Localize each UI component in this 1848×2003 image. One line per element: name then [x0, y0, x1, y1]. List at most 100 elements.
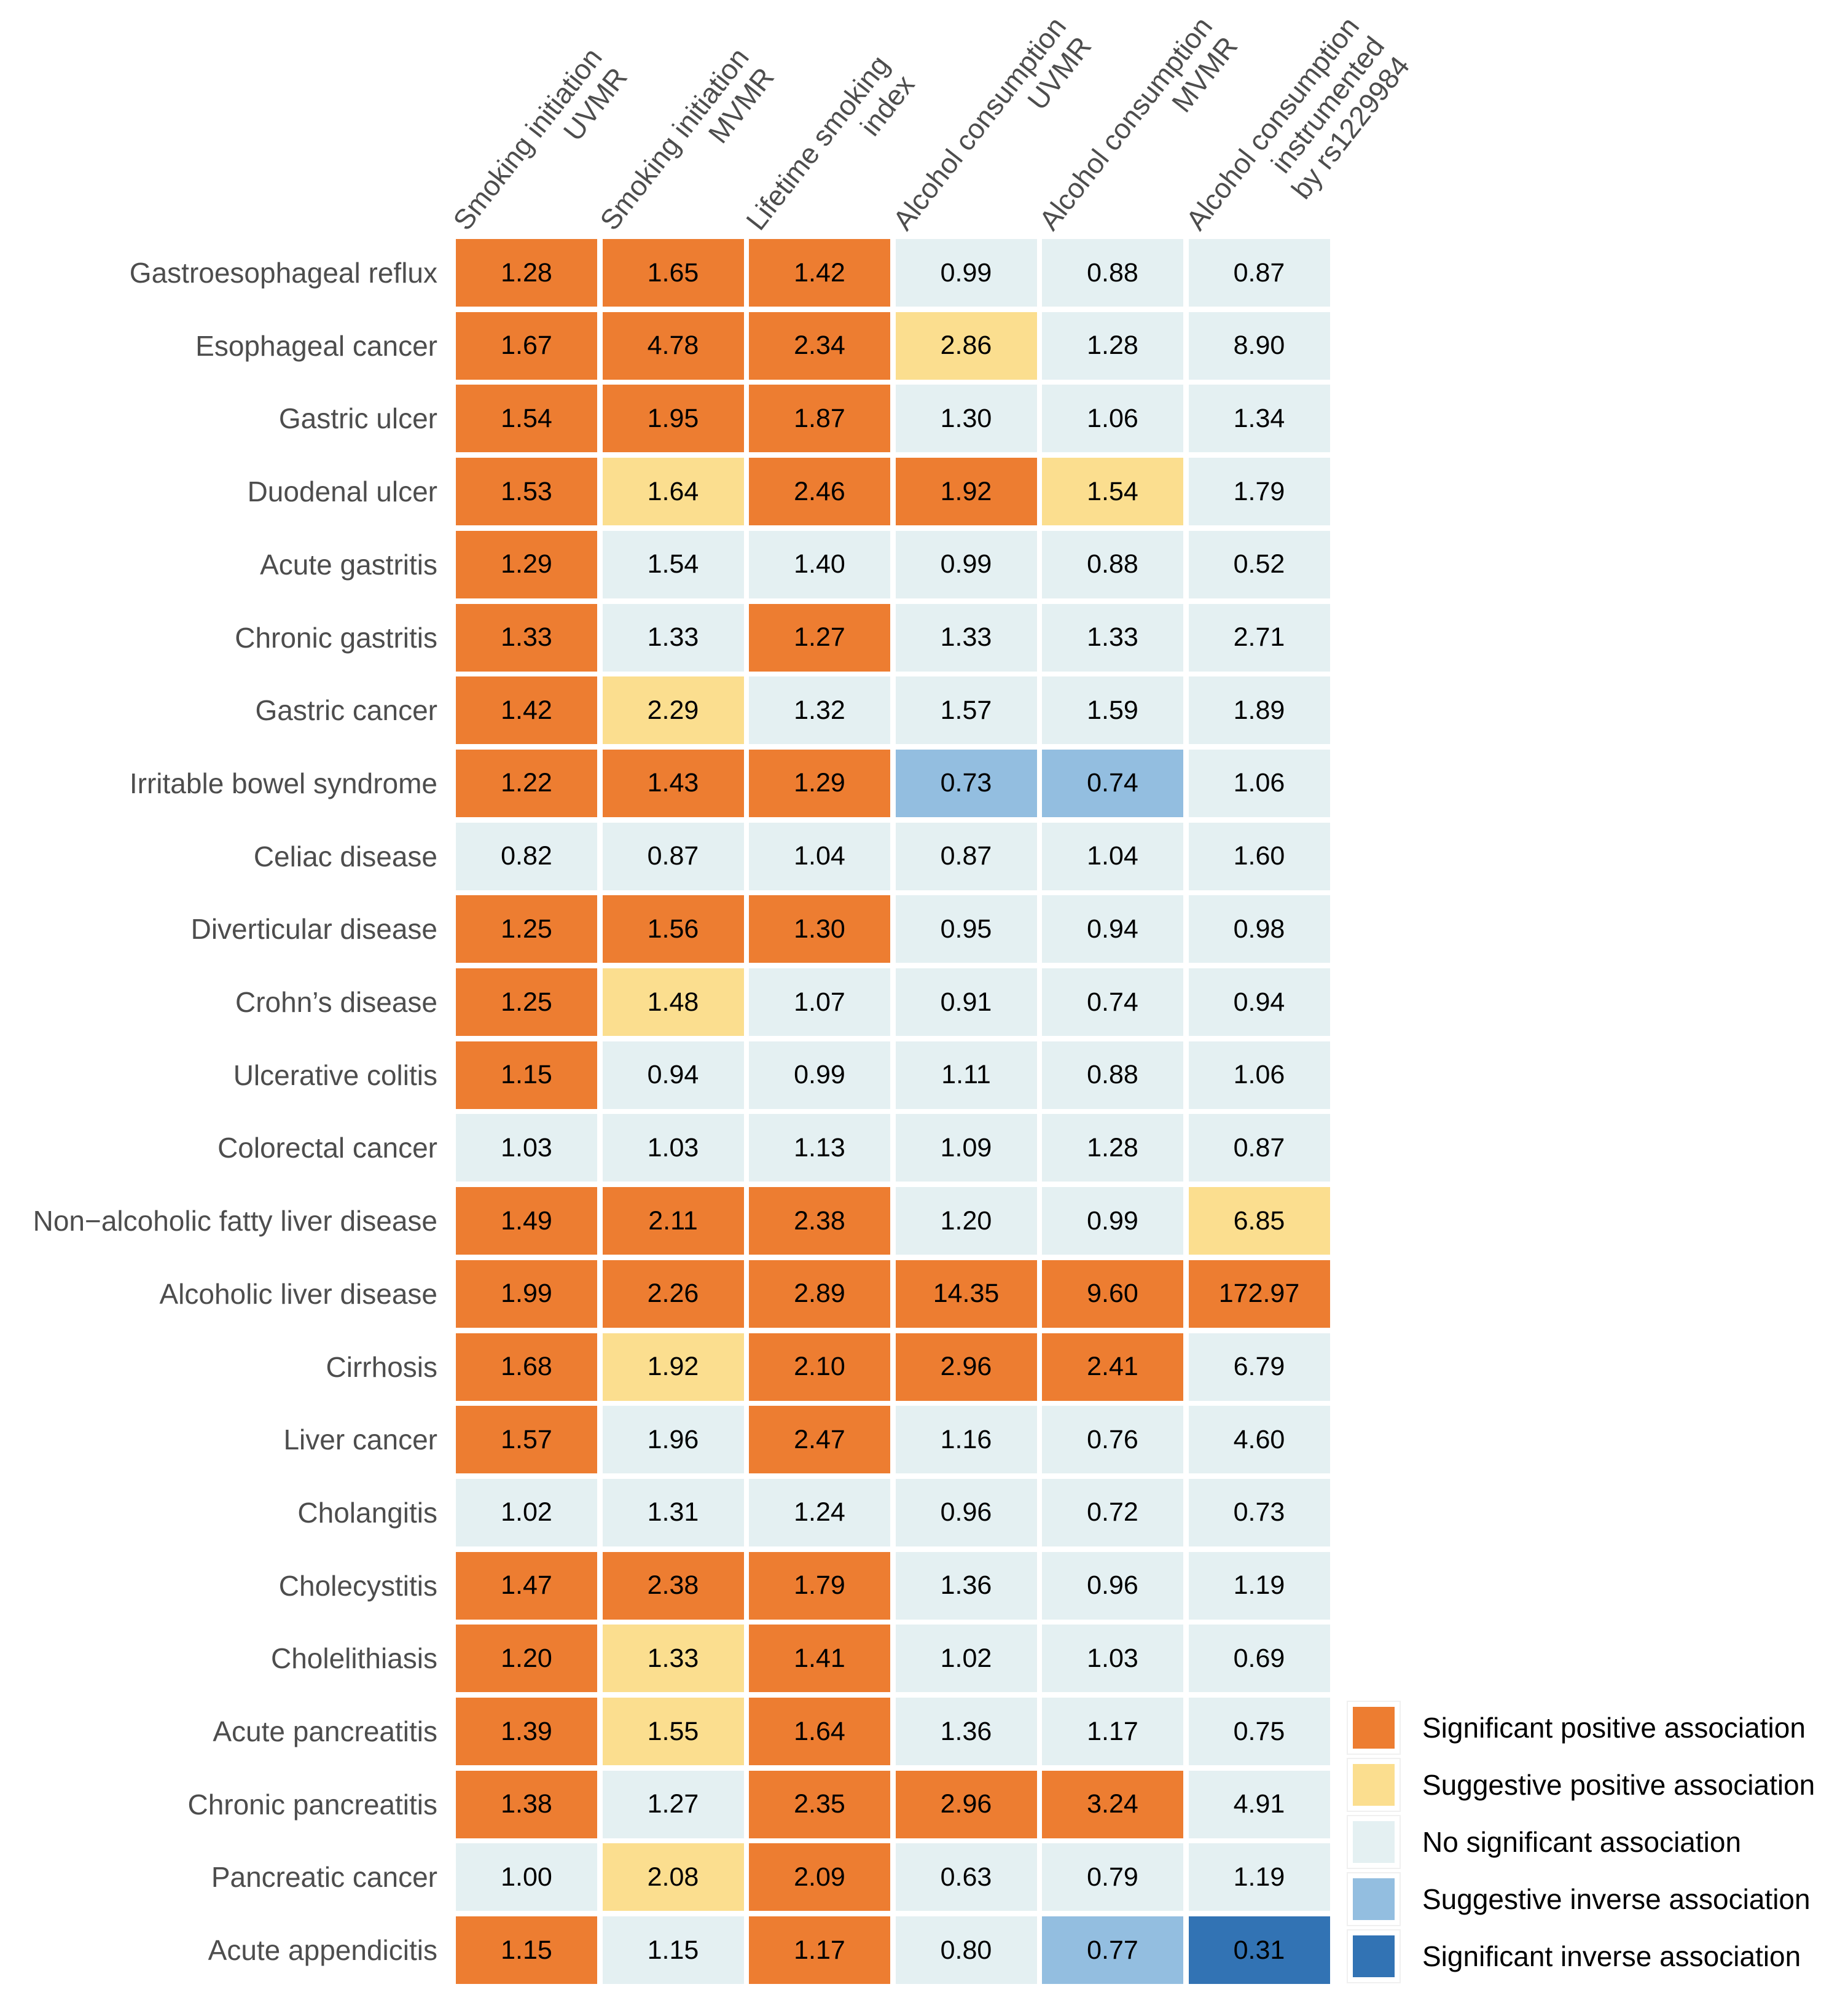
row-label: Diverticular disease — [190, 913, 437, 946]
heatmap-cell: 2.29 — [602, 676, 744, 745]
heatmap-cell: 1.92 — [602, 1333, 744, 1401]
heatmap-cell: 0.79 — [1042, 1843, 1183, 1911]
heatmap-cell: 2.86 — [895, 312, 1037, 380]
heatmap-cell: 2.35 — [749, 1770, 890, 1838]
heatmap-cell: 0.87 — [1188, 1114, 1330, 1182]
heatmap-cell: 1.55 — [602, 1698, 744, 1765]
row-label: Gastric ulcer — [278, 402, 437, 435]
row-label: Acute gastritis — [260, 548, 437, 581]
row-label: Cholangitis — [297, 1496, 437, 1529]
heatmap-cell: 0.76 — [1042, 1406, 1183, 1474]
heatmap-cell: 0.94 — [1188, 968, 1330, 1036]
heatmap-cell: 1.09 — [895, 1114, 1037, 1182]
heatmap-cell: 1.33 — [895, 603, 1037, 672]
heatmap-cell: 1.54 — [1042, 458, 1183, 526]
heatmap-cell: 1.57 — [456, 1406, 597, 1474]
heatmap-cell: 0.88 — [1042, 530, 1183, 598]
heatmap-cell: 0.96 — [895, 1478, 1037, 1546]
heatmap-cell: 0.69 — [1188, 1625, 1330, 1693]
heatmap-cell: 1.03 — [456, 1114, 597, 1182]
heatmap-cell: 3.24 — [1042, 1770, 1183, 1838]
heatmap-cell: 1.11 — [895, 1041, 1037, 1109]
heatmap-cell: 0.88 — [1042, 1041, 1183, 1109]
legend-key — [1347, 1872, 1401, 1926]
heatmap-cell: 0.98 — [1188, 895, 1330, 963]
heatmap-cell: 1.32 — [749, 676, 890, 745]
heatmap-cell: 2.11 — [602, 1187, 744, 1255]
heatmap-cell: 1.24 — [749, 1478, 890, 1546]
heatmap-cell: 1.02 — [895, 1625, 1037, 1693]
heatmap-cell: 2.89 — [749, 1260, 890, 1328]
heatmap-cell: 2.38 — [749, 1187, 890, 1255]
legend-key — [1347, 1701, 1401, 1755]
heatmap-cell: 4.60 — [1188, 1406, 1330, 1474]
heatmap-cell: 1.28 — [456, 239, 597, 307]
heatmap-cell: 0.87 — [602, 822, 744, 890]
heatmap-cell: 1.34 — [1188, 385, 1330, 453]
heatmap-cell: 0.95 — [895, 895, 1037, 963]
heatmap-cell: 1.59 — [1042, 676, 1183, 745]
heatmap-cell: 2.96 — [895, 1333, 1037, 1401]
row-label: Esophageal cancer — [195, 329, 437, 362]
heatmap-cell: 0.94 — [602, 1041, 744, 1109]
heatmap-cell: 0.63 — [895, 1843, 1037, 1911]
legend-label: Suggestive inverse association — [1422, 1883, 1811, 1915]
row-label: Liver cancer — [283, 1424, 437, 1456]
heatmap-cell: 1.17 — [749, 1916, 890, 1985]
heatmap-cell: 1.64 — [749, 1698, 890, 1765]
heatmap-cell: 1.22 — [456, 749, 597, 817]
heatmap-cell: 1.60 — [1188, 822, 1330, 890]
heatmap-cell: 1.42 — [749, 239, 890, 307]
heatmap-cell: 9.60 — [1042, 1260, 1183, 1328]
legend-swatch — [1353, 1935, 1395, 1977]
heatmap-cell: 0.87 — [1188, 239, 1330, 307]
legend-key — [1347, 1929, 1401, 1983]
heatmap-cell: 1.96 — [602, 1406, 744, 1474]
heatmap-cell: 1.03 — [1042, 1625, 1183, 1693]
heatmap-cell: 0.99 — [749, 1041, 890, 1109]
heatmap-cell: 4.91 — [1188, 1770, 1330, 1838]
heatmap-cell: 1.39 — [456, 1698, 597, 1765]
row-label: Celiac disease — [253, 840, 437, 872]
heatmap-cell: 1.06 — [1188, 1041, 1330, 1109]
heatmap-cell: 1.40 — [749, 530, 890, 598]
heatmap-cell: 6.79 — [1188, 1333, 1330, 1401]
legend-key — [1347, 1758, 1401, 1812]
heatmap-cell: 8.90 — [1188, 312, 1330, 380]
legend-swatch — [1353, 1821, 1395, 1863]
heatmap-cell: 0.74 — [1042, 749, 1183, 817]
heatmap-cell: 0.99 — [895, 530, 1037, 598]
heatmap-cell: 1.28 — [1042, 312, 1183, 380]
legend-swatch — [1353, 1878, 1395, 1920]
heatmap-cell: 1.00 — [456, 1843, 597, 1911]
heatmap-cell: 1.56 — [602, 895, 744, 963]
heatmap-cell: 1.13 — [749, 1114, 890, 1182]
row-label: Chronic gastritis — [235, 621, 437, 654]
heatmap-cell: 1.64 — [602, 458, 744, 526]
heatmap-cell: 1.30 — [749, 895, 890, 963]
heatmap-cell: 1.30 — [895, 385, 1037, 453]
heatmap-cell: 0.96 — [1042, 1551, 1183, 1620]
heatmap-cell: 1.89 — [1188, 676, 1330, 745]
heatmap-cell: 1.79 — [749, 1551, 890, 1620]
heatmap-cell: 1.54 — [456, 385, 597, 453]
heatmap-cell: 0.87 — [895, 822, 1037, 890]
heatmap-cell: 0.91 — [895, 968, 1037, 1036]
heatmap-cell: 1.25 — [456, 968, 597, 1036]
heatmap-cell: 1.27 — [602, 1770, 744, 1838]
heatmap-cell: 1.41 — [749, 1625, 890, 1693]
row-label: Gastric cancer — [255, 694, 437, 727]
heatmap-cell: 0.75 — [1188, 1698, 1330, 1765]
heatmap-cell: 2.34 — [749, 312, 890, 380]
row-label: Cirrhosis — [326, 1350, 437, 1383]
heatmap-cell: 2.10 — [749, 1333, 890, 1401]
heatmap-cell: 1.47 — [456, 1551, 597, 1620]
heatmap-cell: 1.15 — [602, 1916, 744, 1985]
legend-label: Suggestive positive association — [1422, 1769, 1815, 1801]
row-label: Acute pancreatitis — [213, 1715, 437, 1747]
heatmap-cell: 1.29 — [456, 530, 597, 598]
heatmap-cell: 1.16 — [895, 1406, 1037, 1474]
heatmap-cell: 0.82 — [456, 822, 597, 890]
heatmap-cell: 1.49 — [456, 1187, 597, 1255]
heatmap-cell: 6.85 — [1188, 1187, 1330, 1255]
